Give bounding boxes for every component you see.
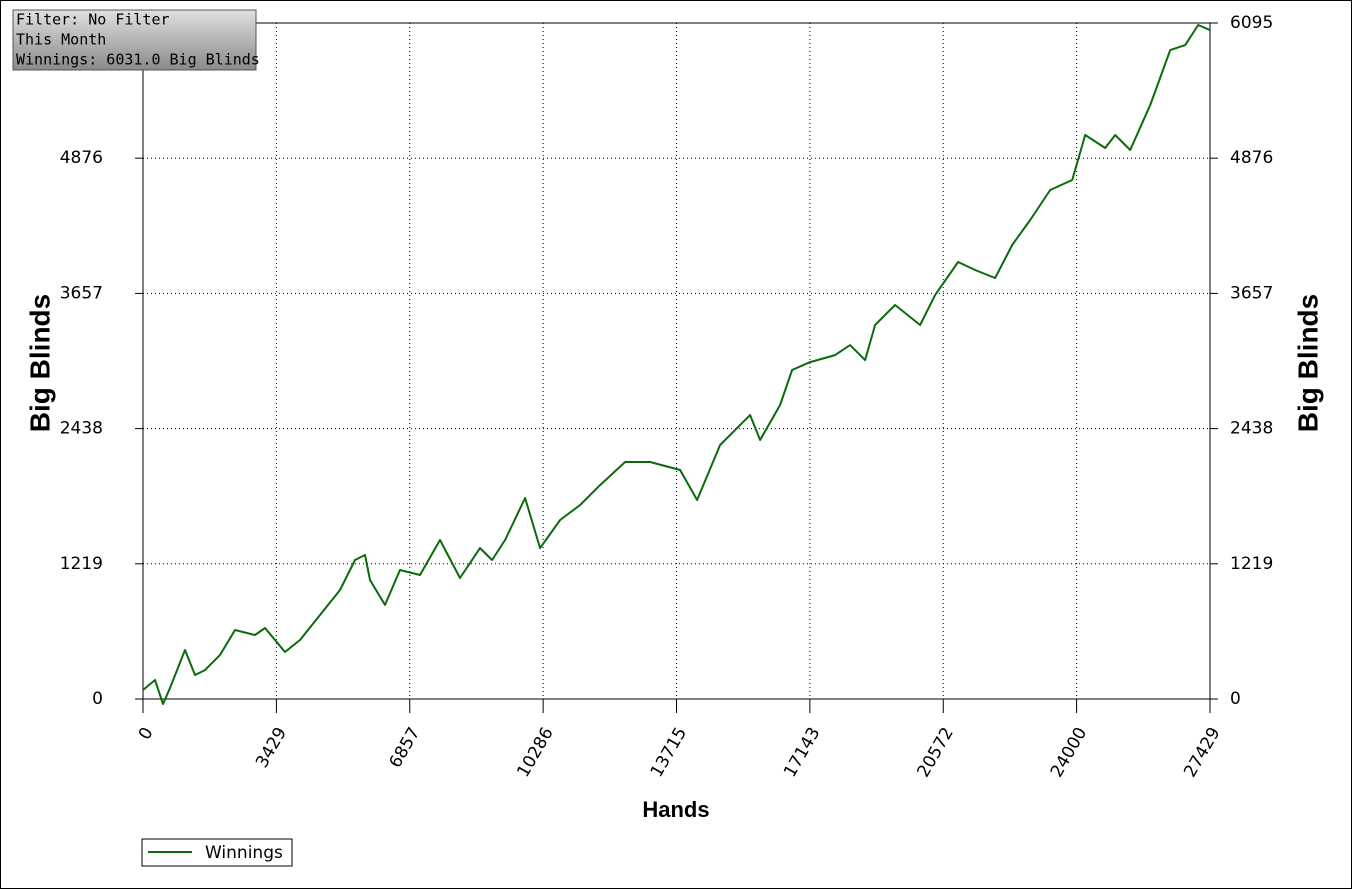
y2-tick-label: 3657 bbox=[1230, 283, 1273, 303]
y2-axis-title: Big Blinds bbox=[1292, 294, 1323, 432]
y2-tick-label: 1219 bbox=[1230, 554, 1273, 574]
y-tick-label: 0 bbox=[92, 689, 103, 709]
info-text: Filter: No Filter bbox=[16, 11, 170, 29]
winnings-line bbox=[142, 24, 1211, 705]
y-tick-label: 2438 bbox=[60, 419, 103, 439]
y-axis-title: Big Blinds bbox=[24, 294, 55, 432]
y2-tick-label: 2438 bbox=[1230, 419, 1273, 439]
y-tick-label: 4876 bbox=[60, 148, 103, 168]
info-text: This Month bbox=[16, 31, 106, 49]
legend-label: Winnings bbox=[205, 843, 283, 863]
info-box bbox=[12, 9, 257, 71]
y2-tick-label: 0 bbox=[1230, 689, 1241, 709]
y-tick-label: 3657 bbox=[60, 283, 103, 303]
y2-tick-label: 4876 bbox=[1230, 148, 1273, 168]
y2-tick-label: 6095 bbox=[1230, 13, 1273, 33]
x-axis-title: Hands bbox=[642, 797, 709, 822]
info-text: Winnings: 6031.0 Big Blinds bbox=[16, 51, 260, 69]
y-tick-label: 1219 bbox=[60, 554, 103, 574]
